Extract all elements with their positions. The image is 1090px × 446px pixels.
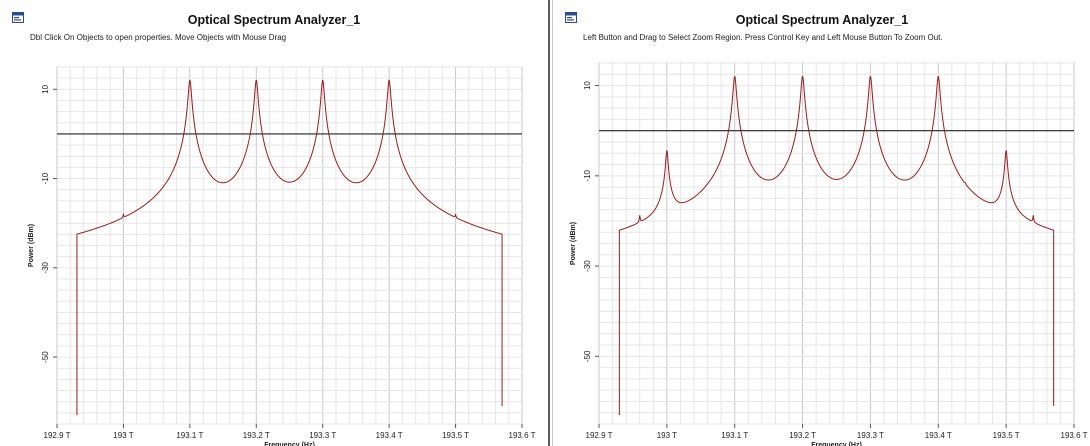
peak-point <box>896 291 900 295</box>
y-tick-label: -30 <box>583 260 592 272</box>
peak-point <box>638 237 642 241</box>
x-tick-label: 193.3 T <box>309 431 336 440</box>
osa-window-left: Optical Spectrum Analyzer_1 Dbl Click On… <box>0 0 550 446</box>
peak-point <box>841 291 845 295</box>
peak-point <box>868 75 872 79</box>
peak-point <box>828 300 832 304</box>
y-tick-label: 10 <box>583 81 592 90</box>
x-tick-label: 193.3 T <box>857 431 884 440</box>
peak-point <box>254 78 258 82</box>
x-tick-label: 192.9 T <box>586 431 613 440</box>
peak-point <box>1004 151 1008 155</box>
y-tick-label: -10 <box>583 169 592 181</box>
x-tick-label: 193.5 T <box>993 431 1020 440</box>
window-app-icon[interactable] <box>565 12 577 23</box>
x-tick-label: 193.5 T <box>442 431 469 440</box>
osa-window-right: Optical Spectrum Analyzer_1 Left Button … <box>552 0 1090 446</box>
y-tick-label: -30 <box>41 261 50 273</box>
x-tick-label: 192.9 T <box>44 431 71 440</box>
peak-point <box>480 319 484 323</box>
spectrum-trace <box>76 79 503 416</box>
peak-point <box>321 78 325 82</box>
peak-point <box>706 287 710 291</box>
grid <box>56 66 523 425</box>
peak-point <box>651 323 655 327</box>
spectrum-plot[interactable]: 192.9 T 193 T 193.1 T 193.2 T 193.3 T 193.4 T… <box>0 0 548 446</box>
hint-text: Left Button and Drag to Select Zoom Regi… <box>583 33 943 42</box>
peak-point <box>95 328 99 332</box>
peak-point <box>760 291 764 295</box>
peak-point <box>665 151 669 155</box>
x-tick-label: 193.1 T <box>176 431 203 440</box>
y-axis-label: Power (dBm) <box>570 222 577 265</box>
window-title: Optical Spectrum Analyzer_1 <box>187 13 361 27</box>
x-tick-label: 193.6 T <box>509 431 536 440</box>
x-tick-label: 193 T <box>113 431 133 440</box>
y-tick-label: -10 <box>41 172 50 184</box>
peak-point <box>977 318 981 322</box>
x-tick-label: 193.1 T <box>721 431 748 440</box>
x-tick-label: 193.2 T <box>789 431 816 440</box>
y-tick-label: -50 <box>583 350 592 362</box>
y-tick-label: -50 <box>41 351 50 363</box>
hint-text: Dbl Click On Objects to open properties.… <box>30 33 287 42</box>
peak-point <box>801 75 805 79</box>
x-axis-label: Frequency (Hz) <box>264 442 315 446</box>
x-tick-label: 193 T <box>657 431 677 440</box>
peak-point <box>454 248 458 252</box>
y-axis-label: Power (dBm) <box>28 224 35 267</box>
peak-point <box>773 278 777 282</box>
x-tick-label: 193.4 T <box>925 431 952 440</box>
x-axis-label: Frequency (Hz) <box>811 442 862 446</box>
x-tick-label: 193.2 T <box>243 431 270 440</box>
spectrum-plot[interactable]: 192.9 T 193 T 193.1 T 193.2 T 193.3 T 193.4 T… <box>553 0 1090 446</box>
x-tick-label: 193.4 T <box>376 431 403 440</box>
x-tick-label: 193.6 T <box>1061 431 1088 440</box>
spectrum-trace <box>618 75 1055 415</box>
peak-point <box>936 75 940 79</box>
peak-point <box>387 78 391 82</box>
peak-point <box>188 78 192 82</box>
peak-point <box>909 309 913 313</box>
window-app-icon[interactable] <box>12 12 24 23</box>
peak-point <box>963 237 967 241</box>
peak-point <box>1031 237 1035 241</box>
window-title: Optical Spectrum Analyzer_1 <box>735 13 909 27</box>
peak-point <box>733 75 737 79</box>
y-tick-label: 10 <box>41 84 50 93</box>
peak-point <box>121 248 125 252</box>
